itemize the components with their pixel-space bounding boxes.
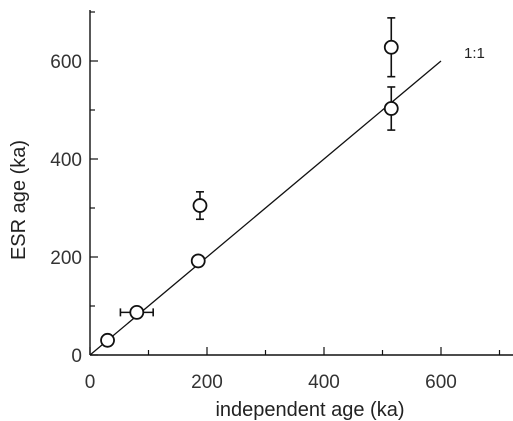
x-tick-label: 0 bbox=[85, 372, 96, 393]
data-points bbox=[100, 17, 399, 348]
y-tick-label: 400 bbox=[50, 150, 82, 171]
one-to-one-label: 1:1 bbox=[464, 45, 485, 62]
data-point bbox=[100, 332, 115, 348]
data-point-group bbox=[119, 304, 154, 320]
data-point bbox=[190, 253, 206, 269]
data-point bbox=[129, 304, 145, 320]
data-point bbox=[383, 101, 399, 116]
data-point bbox=[192, 198, 208, 213]
data-point-group bbox=[100, 332, 115, 348]
x-tick-label: 200 bbox=[191, 372, 223, 393]
y-axis-title: ESR age (ka) bbox=[8, 140, 30, 260]
x-axis-title: independent age (ka) bbox=[215, 399, 404, 421]
one-to-one-line bbox=[89, 60, 442, 356]
axis-ticks bbox=[89, 11, 501, 356]
data-point-group bbox=[190, 253, 206, 269]
data-point-group bbox=[192, 191, 208, 221]
data-point-group bbox=[383, 86, 399, 131]
x-tick-label: 600 bbox=[425, 372, 457, 393]
data-point bbox=[383, 39, 399, 55]
y-tick-label: 200 bbox=[50, 248, 82, 269]
y-tick-label: 0 bbox=[71, 346, 82, 367]
y-tick-label: 600 bbox=[50, 52, 82, 73]
x-tick-label: 400 bbox=[308, 372, 340, 393]
data-point-group bbox=[383, 17, 399, 78]
